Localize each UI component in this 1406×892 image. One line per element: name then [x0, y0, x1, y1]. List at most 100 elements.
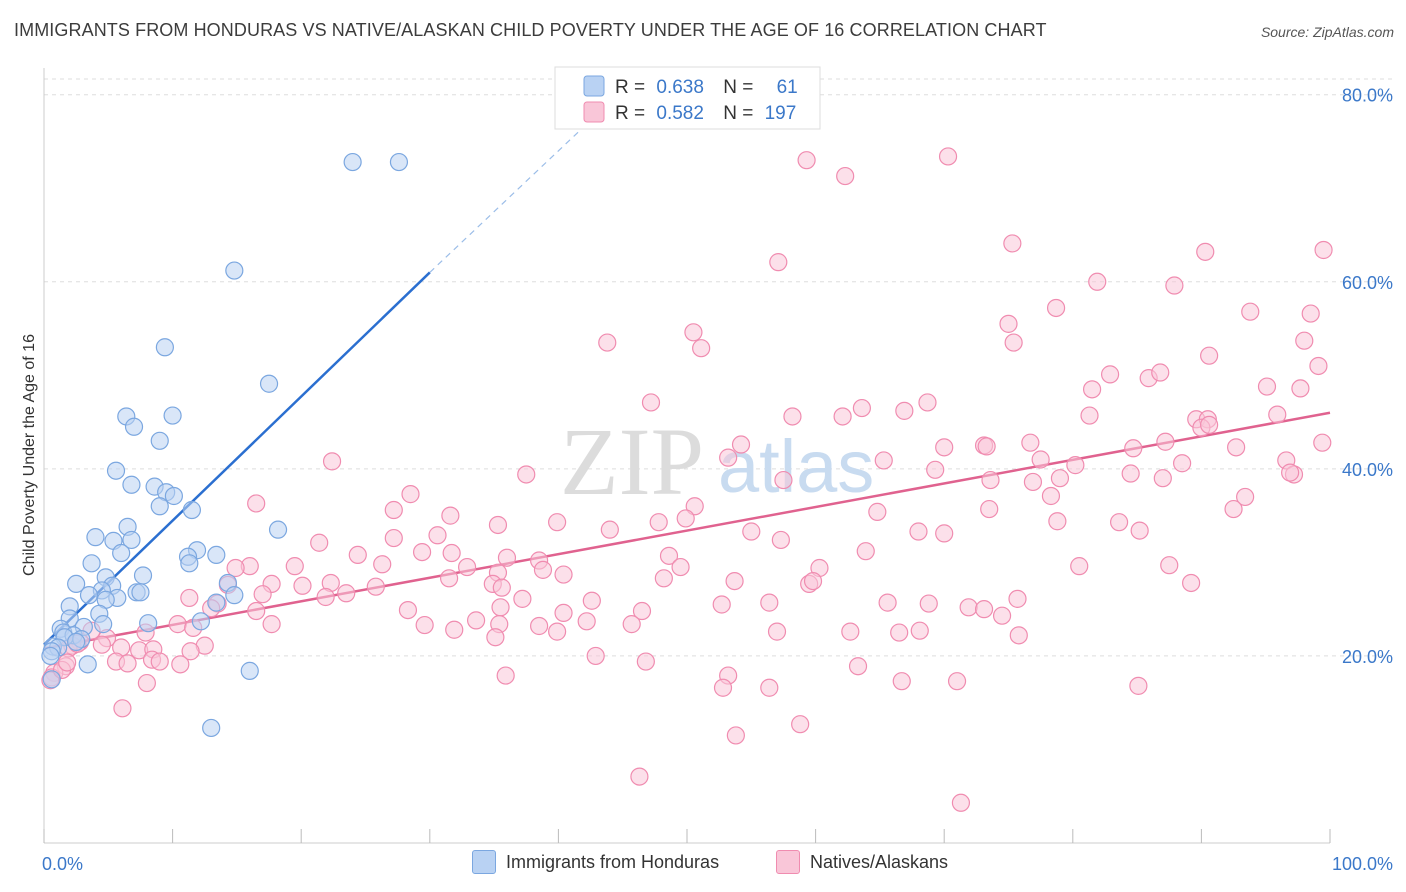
- point-natives-11: [1046, 298, 1066, 318]
- point-honduras-35: [79, 586, 99, 605]
- point-natives-60: [1023, 472, 1043, 492]
- point-natives-129: [878, 593, 897, 612]
- point-natives-30: [1268, 405, 1287, 424]
- point-natives-134: [554, 603, 573, 623]
- point-natives-194: [726, 726, 745, 745]
- point-natives-193: [113, 699, 132, 718]
- y-axis-label: Child Poverty Under the Age of 16: [21, 334, 38, 576]
- point-natives-116: [654, 569, 673, 588]
- point-natives-143: [262, 615, 281, 634]
- series-honduras: [41, 152, 409, 738]
- point-natives-68: [685, 497, 704, 516]
- point-natives-73: [441, 506, 460, 525]
- point-honduras-3: [155, 338, 174, 357]
- point-natives-189: [892, 672, 911, 691]
- point-natives-117: [725, 571, 744, 591]
- point-natives-141: [168, 615, 187, 634]
- point-natives-186: [636, 652, 655, 671]
- point-honduras-25: [180, 554, 199, 573]
- point-natives-0: [938, 147, 958, 166]
- point-natives-75: [488, 515, 508, 535]
- legend-r-label-1: R =: [615, 77, 645, 98]
- point-natives-176: [171, 655, 190, 674]
- point-honduras-17: [268, 520, 288, 539]
- y-tick-labels: 20.0% 40.0% 60.0% 80.0%: [1342, 86, 1393, 667]
- point-natives-56: [774, 470, 793, 490]
- legend-row-2: R = 0.582 N = 197: [615, 103, 796, 124]
- point-natives-148: [548, 622, 567, 641]
- point-natives-92: [348, 545, 367, 565]
- point-natives-22: [1151, 363, 1170, 382]
- point-natives-157: [841, 622, 860, 641]
- point-natives-195: [791, 715, 810, 734]
- point-honduras-57: [78, 655, 97, 674]
- point-natives-187: [713, 678, 733, 697]
- series-natives: [41, 147, 1333, 812]
- point-honduras-9: [106, 461, 126, 480]
- axes: [43, 68, 1331, 844]
- point-natives-144: [415, 615, 434, 635]
- point-honduras-59: [202, 718, 221, 738]
- point-honduras-18: [86, 528, 105, 547]
- point-natives-63: [1281, 463, 1300, 482]
- point-honduras-23: [207, 545, 226, 565]
- point-natives-13: [684, 323, 703, 342]
- point-natives-37: [1200, 415, 1219, 434]
- point-natives-61: [1153, 469, 1172, 488]
- point-natives-32: [833, 407, 852, 426]
- point-natives-159: [910, 621, 929, 640]
- legend-box: R = 0.638 N = 61 R = 0.582 N = 197: [554, 66, 821, 130]
- point-natives-48: [1031, 450, 1050, 469]
- point-natives-26: [918, 393, 937, 412]
- y-tick-label-40: 40.0%: [1342, 460, 1393, 480]
- x-tick-labels: 0.0% 100.0%: [42, 854, 1393, 874]
- point-honduras-2: [225, 261, 244, 280]
- y-tick-label-80: 80.0%: [1342, 86, 1393, 106]
- point-natives-119: [803, 571, 823, 591]
- point-honduras-27: [133, 566, 153, 585]
- point-natives-49: [874, 451, 893, 470]
- watermark: ZIP atlas: [560, 408, 874, 515]
- point-natives-3: [1314, 240, 1333, 260]
- point-natives-18: [1200, 346, 1219, 365]
- point-natives-153: [247, 601, 266, 621]
- point-honduras-29: [67, 574, 86, 594]
- point-natives-28: [852, 398, 871, 418]
- point-natives-115: [439, 569, 459, 588]
- point-natives-158: [890, 623, 909, 642]
- point-natives-12: [999, 314, 1018, 333]
- point-natives-70: [1224, 499, 1243, 519]
- point-natives-99: [373, 555, 392, 574]
- point-natives-43: [1124, 439, 1143, 458]
- point-natives-77: [649, 513, 668, 532]
- point-natives-5: [1003, 234, 1022, 253]
- watermark-zip: ZIP: [560, 408, 704, 515]
- point-natives-25: [1291, 379, 1310, 398]
- point-natives-64: [1236, 487, 1255, 507]
- point-natives-14: [1004, 333, 1023, 352]
- point-natives-130: [919, 594, 938, 613]
- point-natives-31: [783, 407, 802, 426]
- legend-r-label-2: R =: [615, 103, 645, 124]
- point-natives-39: [935, 438, 954, 457]
- point-natives-46: [1313, 433, 1332, 452]
- point-natives-140: [992, 606, 1012, 625]
- point-natives-17: [1295, 331, 1314, 350]
- point-natives-156: [767, 622, 787, 641]
- point-honduras-6: [163, 406, 182, 425]
- point-natives-65: [1041, 486, 1061, 506]
- point-honduras-7: [124, 417, 144, 436]
- point-natives-19: [1309, 356, 1328, 376]
- point-natives-27: [641, 393, 661, 412]
- point-natives-66: [401, 485, 420, 504]
- point-natives-149: [577, 612, 596, 631]
- point-natives-69: [868, 502, 887, 521]
- point-natives-182: [58, 653, 77, 672]
- point-natives-78: [1048, 512, 1067, 531]
- point-natives-145: [466, 611, 486, 630]
- point-natives-103: [554, 565, 573, 584]
- point-natives-95: [659, 546, 679, 565]
- point-natives-155: [486, 628, 505, 647]
- point-natives-87: [310, 533, 329, 552]
- point-honduras-40: [225, 586, 244, 605]
